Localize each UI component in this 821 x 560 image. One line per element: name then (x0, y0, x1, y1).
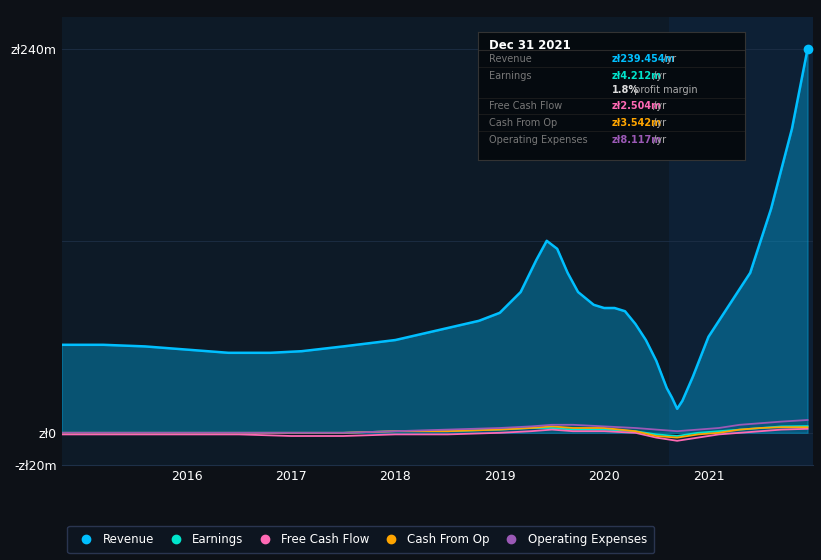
Text: /yr: /yr (650, 118, 667, 128)
Text: profit margin: profit margin (631, 85, 698, 95)
Text: Free Cash Flow: Free Cash Flow (489, 101, 562, 111)
Text: /yr: /yr (650, 134, 667, 144)
Text: zł4.212m: zł4.212m (612, 71, 662, 81)
Text: zł3.542m: zł3.542m (612, 118, 662, 128)
Legend: Revenue, Earnings, Free Cash Flow, Cash From Op, Operating Expenses: Revenue, Earnings, Free Cash Flow, Cash … (67, 526, 654, 553)
Text: zł2.504m: zł2.504m (612, 101, 662, 111)
Text: 1.8%: 1.8% (612, 85, 639, 95)
Text: Revenue: Revenue (489, 54, 532, 64)
Text: Cash From Op: Cash From Op (489, 118, 557, 128)
Text: zł8.117m: zł8.117m (612, 134, 662, 144)
Text: /yr: /yr (650, 71, 667, 81)
Text: zł239.454m: zł239.454m (612, 54, 676, 64)
Text: Operating Expenses: Operating Expenses (489, 134, 588, 144)
Bar (669, 17, 813, 465)
Text: /yr: /yr (660, 54, 676, 64)
Text: Earnings: Earnings (489, 71, 532, 81)
Text: /yr: /yr (650, 101, 667, 111)
Text: Dec 31 2021: Dec 31 2021 (489, 39, 571, 52)
